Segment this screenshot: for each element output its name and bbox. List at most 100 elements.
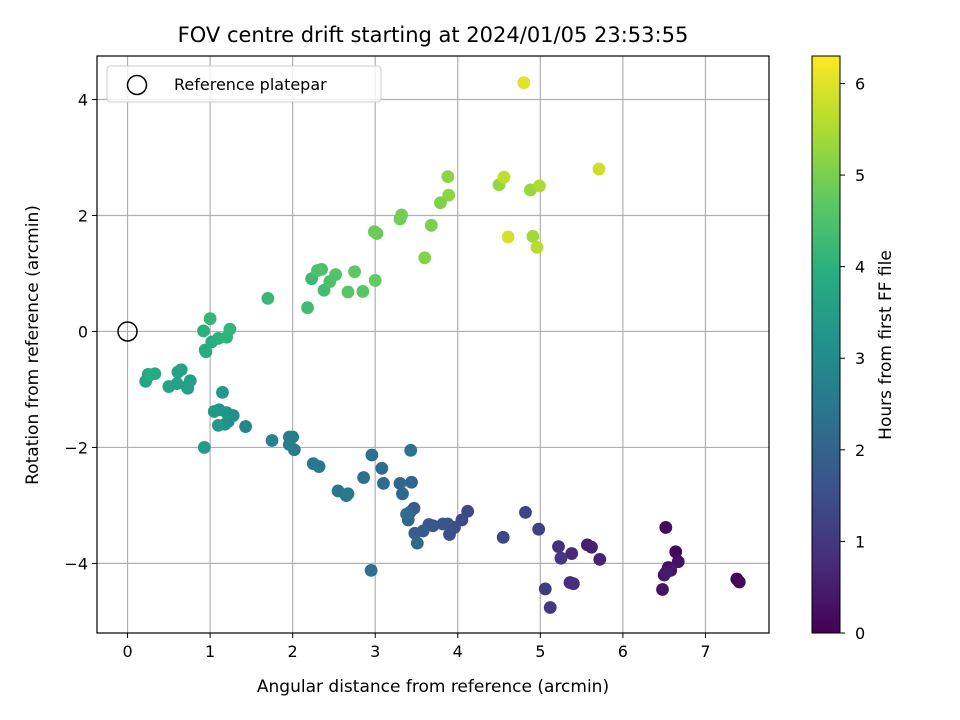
data-point <box>286 430 300 444</box>
data-point <box>301 301 314 315</box>
x-tick-label: 3 <box>370 642 380 661</box>
data-point <box>199 345 213 359</box>
data-point <box>400 507 413 521</box>
data-point <box>659 521 673 534</box>
x-tick-label: 5 <box>535 642 545 661</box>
x-tick-label: 6 <box>618 642 628 661</box>
data-point <box>418 251 432 265</box>
data-point <box>441 170 455 184</box>
data-point <box>408 526 422 540</box>
data-point <box>183 374 197 388</box>
x-tick-label: 4 <box>453 642 463 661</box>
data-point <box>216 385 229 399</box>
y-axis-ticks: −4 −2 0 2 4 <box>64 90 97 573</box>
data-point <box>442 188 456 202</box>
data-point <box>171 365 185 379</box>
data-point <box>239 420 252 433</box>
x-axis-title: Angular distance from reference (arcmin) <box>257 677 609 697</box>
colorbar-ticks: 0 1 2 3 4 5 6 <box>840 74 865 643</box>
data-point <box>532 522 546 536</box>
data-point <box>410 536 424 550</box>
y-tick-label: −2 <box>64 438 88 457</box>
data-point <box>396 487 409 501</box>
reference-platepar-marker <box>117 321 138 342</box>
scatter-points <box>139 76 746 614</box>
colorbar-gradient <box>811 55 841 634</box>
data-point <box>443 528 456 541</box>
colorbar-tick-label: 2 <box>855 441 865 460</box>
legend: Reference platepar <box>106 65 382 103</box>
data-point <box>593 552 607 566</box>
colorbar-tick-label: 0 <box>855 624 865 643</box>
y-tick-label: 0 <box>78 322 88 341</box>
data-point <box>526 229 540 243</box>
data-point <box>434 196 447 210</box>
data-point <box>552 540 565 553</box>
data-point <box>395 208 409 222</box>
data-point <box>659 566 673 580</box>
colorbar-label: Hours from first FF file <box>876 250 896 440</box>
data-point <box>162 380 176 393</box>
data-point <box>143 368 157 382</box>
data-point <box>367 225 381 239</box>
data-point <box>223 322 237 336</box>
y-tick-label: 2 <box>78 206 88 225</box>
x-tick-label: 2 <box>288 642 298 661</box>
colorbar-tick-label: 1 <box>855 532 865 551</box>
data-point <box>592 162 606 176</box>
data-point <box>554 551 568 565</box>
data-point <box>364 563 378 577</box>
data-point <box>393 476 407 490</box>
data-point <box>585 540 598 554</box>
data-point <box>565 547 579 560</box>
y-tick-label: −4 <box>64 554 88 573</box>
data-point <box>331 484 345 498</box>
data-point <box>436 517 450 531</box>
data-point <box>197 324 210 338</box>
data-point <box>405 475 418 489</box>
data-point <box>496 530 510 544</box>
data-point <box>211 418 225 432</box>
plot-frame <box>96 55 770 634</box>
legend-label: Reference platepar <box>174 75 327 94</box>
data-point <box>375 461 389 475</box>
y-tick-label: 4 <box>78 90 88 109</box>
x-tick-label: 7 <box>700 642 710 661</box>
data-point <box>501 230 515 244</box>
data-point <box>341 285 355 299</box>
data-point <box>220 406 234 420</box>
x-tick-label: 0 <box>122 642 132 661</box>
x-tick-label: 1 <box>205 642 215 661</box>
data-point <box>203 312 217 326</box>
chart-title: FOV centre drift starting at 2024/01/05 … <box>178 23 689 47</box>
legend-open-circle-icon <box>126 74 148 96</box>
colorbar-tick-label: 4 <box>855 258 865 277</box>
colorbar-tick-label: 3 <box>855 349 865 368</box>
data-point <box>197 441 211 454</box>
data-point <box>306 457 320 471</box>
data-point <box>265 434 279 447</box>
data-point <box>530 240 544 254</box>
data-point <box>517 76 531 90</box>
data-point <box>368 274 382 287</box>
plot-area <box>97 56 769 633</box>
data-point <box>566 577 580 591</box>
data-point <box>656 583 669 596</box>
colorbar: 0 1 2 3 4 5 6 Hours from first FF file <box>811 55 896 643</box>
data-point <box>311 264 324 277</box>
data-point <box>377 476 390 490</box>
x-axis-ticks: 0 1 2 3 4 5 6 7 <box>122 633 711 661</box>
data-point <box>497 170 511 184</box>
data-point <box>533 179 546 193</box>
data-point <box>538 582 552 596</box>
data-point <box>732 575 746 589</box>
colorbar-tick-label: 6 <box>855 74 865 93</box>
data-point <box>424 218 438 232</box>
data-point <box>357 471 371 484</box>
data-point <box>669 545 683 559</box>
data-point <box>365 448 379 462</box>
data-point <box>261 291 275 305</box>
data-point <box>543 601 557 614</box>
data-point <box>207 405 221 418</box>
